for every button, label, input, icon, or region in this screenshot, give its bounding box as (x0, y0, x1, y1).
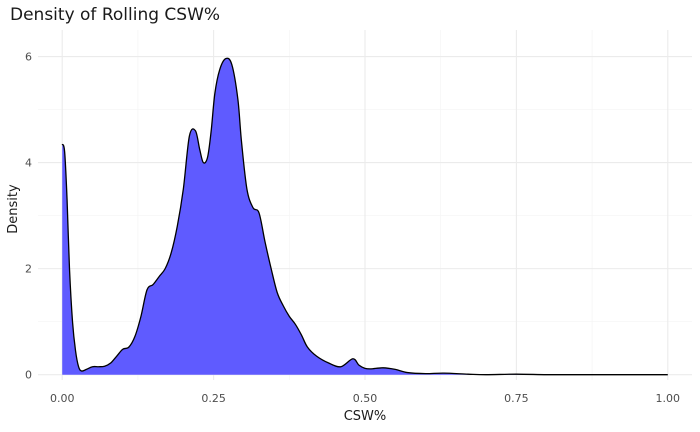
y-axis-label: Density (6, 184, 21, 234)
y-tick-label: 6 (25, 51, 32, 64)
x-axis-label: CSW% (344, 409, 387, 424)
y-tick-label: 2 (25, 263, 32, 276)
x-tick-label: 0.00 (50, 392, 75, 405)
x-axis-ticks: 0.00 0.25 0.50 0.75 1.00 (50, 392, 680, 405)
x-tick-label: 1.00 (656, 392, 681, 405)
y-tick-label: 4 (25, 157, 32, 170)
grid-lines (38, 30, 692, 380)
y-tick-label: 0 (25, 369, 32, 382)
x-tick-label: 0.25 (201, 392, 226, 405)
y-axis-ticks: 0 2 4 6 (25, 51, 32, 382)
chart-title: Density of Rolling CSW% (10, 5, 220, 25)
density-line (61, 57, 668, 376)
density-area (62, 58, 668, 375)
plot-area (61, 57, 668, 376)
x-tick-label: 0.50 (353, 392, 378, 405)
x-tick-label: 0.75 (504, 392, 529, 405)
